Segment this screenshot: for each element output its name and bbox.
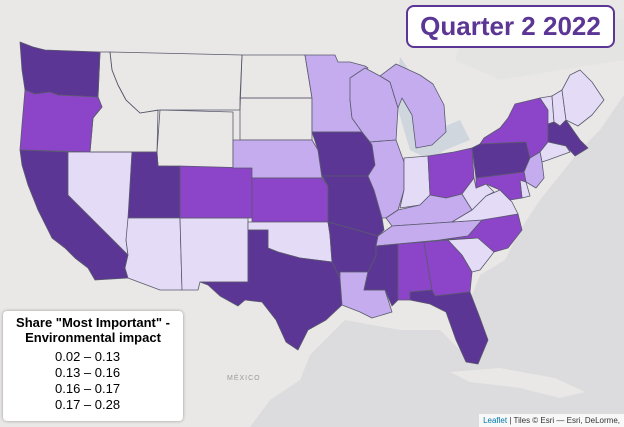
legend-title-line2: Environmental impact	[25, 330, 161, 345]
state-CO[interactable]	[179, 165, 253, 219]
state-KS[interactable]	[251, 177, 329, 223]
legend-swatch	[13, 366, 27, 378]
state-OR[interactable]	[19, 89, 103, 153]
state-MD[interactable]	[475, 171, 527, 201]
legend-label: 0.02 – 0.13	[55, 348, 121, 364]
state-WV[interactable]	[461, 177, 495, 211]
legend-label: 0.13 – 0.16	[55, 364, 121, 380]
quarter-title: Quarter 2 2022	[406, 5, 615, 48]
quarter-title-text: Quarter 2 2022	[420, 11, 601, 41]
mexico-label: MÉXICO	[227, 375, 261, 382]
legend: Share "Most Important" - Environmental i…	[3, 311, 183, 421]
state-NC[interactable]	[439, 213, 523, 253]
legend-item: 0.13 – 0.16	[9, 364, 177, 380]
states-layer	[19, 41, 605, 365]
state-ME[interactable]	[561, 69, 605, 127]
legend-item: 0.17 – 0.28	[9, 396, 177, 412]
legend-title-line1: Share "Most Important" -	[16, 315, 170, 330]
legend-item: 0.02 – 0.13	[9, 348, 177, 364]
legend-swatch	[13, 350, 27, 362]
legend-label: 0.17 – 0.28	[55, 396, 121, 412]
legend-label: 0.16 – 0.17	[55, 380, 121, 396]
leaflet-link[interactable]: Leaflet	[483, 416, 508, 425]
state-FL[interactable]	[409, 289, 489, 365]
map-attribution: Leaflet | Tiles © Esri — Esri, DeLorme,	[479, 414, 624, 427]
state-IA[interactable]	[311, 131, 376, 177]
state-TX[interactable]	[199, 229, 343, 351]
legend-swatch	[13, 398, 27, 410]
state-NM[interactable]	[179, 217, 249, 291]
legend-swatch	[13, 382, 27, 394]
state-AZ[interactable]	[124, 217, 183, 291]
attribution-text: | Tiles © Esri — Esri, DeLorme,	[507, 416, 620, 425]
legend-title: Share "Most Important" - Environmental i…	[9, 315, 177, 345]
legend-item: 0.16 – 0.17	[9, 380, 177, 396]
cuba-land	[450, 368, 585, 398]
state-IL[interactable]	[367, 139, 405, 219]
state-MI[interactable]	[379, 63, 447, 149]
state-MA[interactable]	[547, 119, 589, 157]
